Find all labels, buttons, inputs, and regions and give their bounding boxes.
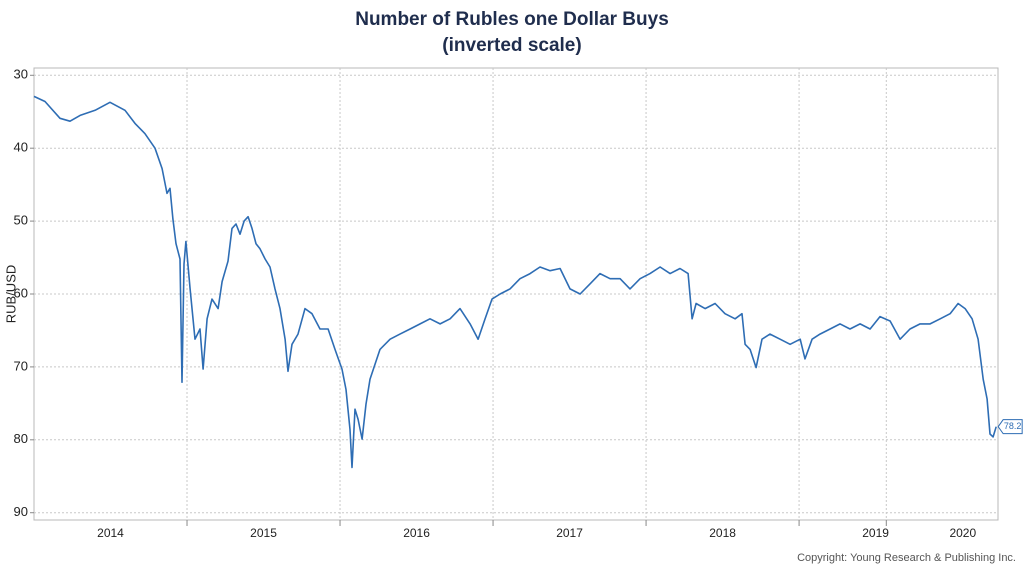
x-tick-label: 2016 <box>403 526 430 540</box>
y-tick-label: 70 <box>14 358 28 373</box>
x-tick-label: 2017 <box>556 526 583 540</box>
y-tick-label: 40 <box>14 140 28 155</box>
y-tick-label: 80 <box>14 431 28 446</box>
x-tick-label: 2018 <box>709 526 736 540</box>
y-tick-label: 90 <box>14 504 28 519</box>
y-tick-label: 30 <box>14 67 28 82</box>
x-tick-label: 2020 <box>949 526 976 540</box>
chart-subtitle: (inverted scale) <box>442 35 581 56</box>
line-series <box>33 95 997 469</box>
end-label-box <box>997 419 1023 435</box>
x-tick-label: 2019 <box>862 526 889 540</box>
end-label: 78.2 <box>1004 421 1022 431</box>
y-tick-label: 60 <box>14 285 28 300</box>
copyright: Copyright: Young Research & Publishing I… <box>797 552 1016 564</box>
y-axis-label: RUB/USD <box>3 265 18 324</box>
chart-title: Number of Rubles one Dollar Buys <box>355 9 669 30</box>
x-tick-label: 2014 <box>97 526 124 540</box>
x-tick-label: 2015 <box>250 526 277 540</box>
y-tick-label: 50 <box>14 213 28 228</box>
